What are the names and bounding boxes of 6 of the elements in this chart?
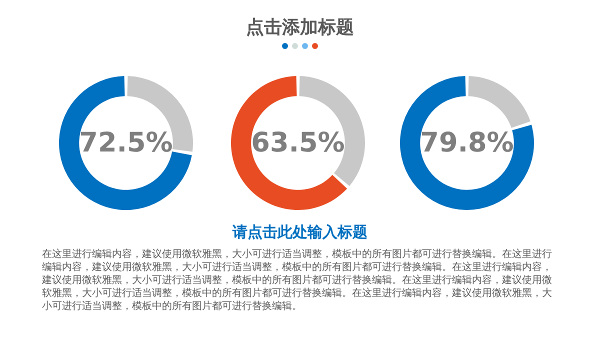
text: 请点击此处输入标题 bbox=[231, 222, 368, 242]
text: 点击添加标题 bbox=[245, 16, 355, 40]
text: 在这里进行编辑内容，建议使用微软雅黑，大小可进行适当调整，模板中的所有图片都可进行替换编辑。在这里进行编辑内容，建议使用微软雅黑，大小可进行适当调整，模板中的所有图片都可进行替换编辑。在这里进行编辑内容，建议使用微软雅黑，大小可进行适当调整，模板中的所有图片都可进行替换编辑。在这里进行编辑内容，建议使用微软雅黑，大小可进行适当调整，模板中的所有图片都可进行替换编辑。在这里进行编辑内容，建议使用微软雅黑，大小可进行适当调整，模板中的所有图片都可进行替换编辑。 bbox=[42, 248, 553, 313]
data-label: 79.8% bbox=[420, 128, 514, 158]
data-label: 72.5% bbox=[79, 128, 173, 158]
data-label: 63.5% bbox=[251, 128, 345, 158]
